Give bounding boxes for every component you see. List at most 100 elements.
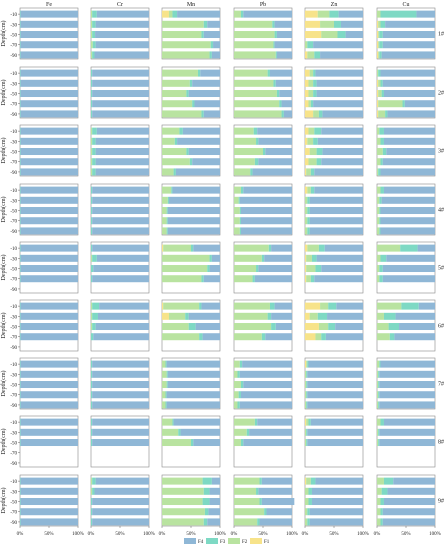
bar-segment-f1 [305, 51, 308, 59]
bar-segment-f4 [166, 360, 220, 368]
bar-segment-f4 [167, 381, 220, 389]
bar-segment-f3 [276, 90, 280, 98]
bar-segment-f2 [162, 41, 211, 49]
bar-segment-f4 [249, 428, 292, 436]
bar-segment-f4 [387, 487, 435, 495]
bar-segment-f3 [380, 254, 387, 262]
bar-segment-f2 [305, 487, 309, 495]
bar-segment-f3 [269, 302, 275, 310]
bar-segment-f3 [92, 20, 96, 28]
bar-segment-f1 [305, 265, 307, 273]
bar-segment-f2 [162, 51, 210, 59]
bar-segment-f3 [238, 196, 240, 204]
bar-segment-f4 [279, 90, 292, 98]
bar-segment-f3 [91, 333, 94, 341]
bar-segment-f3 [191, 244, 194, 252]
bar-segment-f4 [92, 69, 149, 77]
bar-segment-f3 [91, 391, 93, 399]
bar-segment-f3 [308, 418, 311, 426]
bar-segment-f3 [318, 110, 323, 118]
bar-segment-f4 [258, 158, 292, 166]
bar-segment-f3 [256, 137, 259, 145]
bar-segment-f3 [91, 207, 93, 215]
bar-segment-f4 [177, 10, 220, 18]
bar-segment-f4 [275, 323, 292, 331]
bar-segment-f3 [308, 487, 312, 495]
bar-segment-f3 [237, 401, 240, 409]
bar-segment-f3 [20, 439, 21, 447]
bar-segment-f2 [307, 137, 314, 145]
x-tick-label: 100% [214, 532, 226, 537]
bar-segment-f4 [20, 401, 78, 409]
bar-segment-f2 [305, 391, 307, 399]
bar-segment-f4 [168, 196, 220, 204]
bar-segment-f4 [320, 51, 363, 59]
bar-segment-f2 [91, 137, 93, 145]
bar-segment-f3 [192, 100, 195, 108]
bar-segment-f3 [279, 100, 282, 108]
bar-segment-f2 [234, 254, 262, 262]
bar-segment-f2 [163, 302, 200, 310]
bar-segment-f3 [166, 370, 168, 378]
bar-segment-f3 [20, 265, 21, 273]
bar-segment-f3 [91, 69, 93, 77]
bar-segment-f4 [276, 31, 292, 39]
bar-segment-f4 [382, 518, 435, 526]
bar-segment-f3 [239, 207, 241, 215]
bar-segment-f3 [281, 110, 284, 118]
depth-tick-label: -10 [10, 189, 17, 194]
bar-segment-f2 [162, 381, 167, 389]
bar-segment-f3 [201, 275, 204, 283]
metal-header-zn: Zn [331, 2, 338, 8]
bar-segment-f3 [380, 498, 384, 506]
bar-segment-f3 [316, 158, 322, 166]
bar-segment-f3 [313, 90, 317, 98]
bar-segment-f3 [166, 227, 168, 235]
x-tick-label: 50% [258, 532, 267, 537]
bar-segment-f1 [305, 110, 314, 118]
x-tick-label: 50% [401, 532, 410, 537]
bar-segment-f3 [378, 428, 380, 436]
bar-segment-f2 [377, 370, 379, 378]
bar-segment-f4 [207, 20, 220, 28]
bar-segment-f3 [189, 79, 193, 87]
bar-segment-f1 [305, 100, 309, 108]
bar-segment-f3 [20, 487, 21, 495]
bar-segment-f3 [379, 41, 383, 49]
bar-segment-f4 [20, 186, 78, 194]
bar-segment-f3 [165, 401, 167, 409]
bar-segment-f4 [382, 31, 435, 39]
depth-tick-label: -10 [10, 247, 17, 252]
bar-segment-f2 [318, 323, 329, 331]
bar-segment-f2 [377, 487, 382, 495]
bar-segment-f3 [378, 370, 380, 378]
x-tick-label: 0% [159, 532, 166, 537]
bar-segment-f3 [20, 207, 21, 215]
bar-segment-f2 [162, 168, 174, 176]
bar-segment-f4 [192, 158, 220, 166]
bar-segment-f2 [378, 20, 381, 28]
bar-segment-f3 [20, 428, 21, 436]
bar-segment-f4 [335, 323, 363, 331]
bar-segment-f2 [234, 275, 253, 283]
bar-segment-f4 [96, 127, 149, 135]
bar-segment-f3 [91, 370, 93, 378]
bar-segment-f2 [306, 254, 312, 262]
bar-segment-f2 [320, 302, 329, 310]
bar-segment-f3 [20, 518, 21, 526]
bar-segment-f2 [162, 137, 175, 145]
bar-segment-f3 [179, 127, 183, 135]
bar-segment-f1 [305, 312, 310, 320]
bar-segment-f2 [305, 498, 309, 506]
bar-segment-f3 [203, 20, 208, 28]
bar-segment-f2 [91, 312, 93, 320]
y-axis-label: Depth(cm) [0, 371, 7, 397]
bar-segment-f3 [381, 90, 384, 98]
bar-segment-f4 [92, 391, 149, 399]
bar-segment-f2 [91, 148, 93, 156]
bar-segment-f2 [234, 360, 240, 368]
bar-segment-f3 [91, 265, 94, 273]
bar-segment-f2 [305, 41, 308, 49]
bar-segment-f3 [378, 69, 381, 77]
bar-segment-f3 [334, 20, 341, 28]
